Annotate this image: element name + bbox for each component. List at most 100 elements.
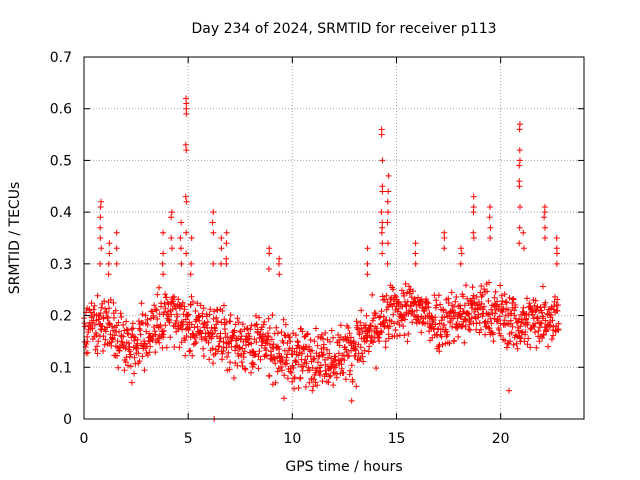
data-point <box>128 379 135 386</box>
data-point <box>256 348 263 355</box>
data-point <box>108 323 115 330</box>
data-point <box>276 271 283 278</box>
data-point <box>289 378 296 385</box>
data-point <box>367 322 374 329</box>
data-point <box>179 299 186 306</box>
data-point <box>223 255 230 262</box>
data-point <box>328 327 335 334</box>
data-point <box>168 214 175 221</box>
data-point <box>125 362 131 369</box>
data-point <box>335 350 342 357</box>
data-point <box>265 315 272 322</box>
data-point <box>247 326 254 333</box>
data-point <box>511 312 518 319</box>
data-point <box>92 346 99 353</box>
data-point <box>178 260 185 267</box>
data-point <box>135 350 142 357</box>
data-point <box>253 339 260 346</box>
data-point <box>306 343 313 350</box>
data-point <box>158 300 165 307</box>
data-point <box>485 324 492 331</box>
data-point <box>497 320 504 327</box>
data-point <box>348 362 355 369</box>
data-point <box>535 328 542 334</box>
data-point <box>182 193 189 200</box>
data-point <box>364 332 371 339</box>
data-point <box>463 317 470 324</box>
data-point <box>460 293 467 300</box>
data-point <box>390 311 397 318</box>
data-point <box>532 320 538 327</box>
data-point <box>325 354 331 361</box>
data-point <box>197 302 204 309</box>
data-point <box>356 331 363 338</box>
data-point <box>117 310 124 317</box>
data-point <box>280 316 287 323</box>
data-point <box>451 303 457 310</box>
data-point <box>398 311 405 318</box>
data-point <box>160 250 167 257</box>
data-point <box>372 310 379 317</box>
data-point <box>272 360 279 367</box>
data-point <box>418 329 425 336</box>
data-point <box>162 322 169 329</box>
data-point <box>275 260 282 267</box>
data-point <box>379 157 386 164</box>
data-point <box>336 342 343 349</box>
data-point <box>205 339 212 346</box>
data-point <box>295 352 302 359</box>
data-point <box>287 338 294 345</box>
data-point <box>462 323 469 330</box>
data-point <box>292 332 299 339</box>
data-point <box>217 335 224 342</box>
data-point <box>468 305 475 311</box>
data-point <box>491 315 498 322</box>
data-point <box>319 352 326 359</box>
data-point <box>187 271 194 278</box>
data-point <box>555 302 561 309</box>
data-point <box>299 328 306 335</box>
data-point <box>192 340 199 347</box>
data-point <box>534 315 541 322</box>
data-point <box>183 110 190 117</box>
data-point <box>210 260 217 267</box>
data-point <box>212 327 219 334</box>
data-point <box>378 209 385 216</box>
data-point <box>516 147 523 154</box>
data-point <box>144 316 151 323</box>
data-point <box>441 322 448 329</box>
data-point <box>516 224 523 231</box>
data-point <box>115 319 122 326</box>
data-point <box>343 349 350 355</box>
data-point <box>152 306 159 313</box>
data-point <box>424 320 431 327</box>
data-point <box>369 291 376 298</box>
data-point <box>385 188 392 195</box>
data-point <box>196 317 203 324</box>
data-point <box>149 308 156 315</box>
data-point <box>493 302 500 309</box>
data-point <box>125 340 132 347</box>
data-point <box>177 235 184 241</box>
y-tick-label: 0.4 <box>50 205 72 221</box>
data-point <box>304 330 311 337</box>
data-point <box>326 350 333 357</box>
data-point <box>539 309 545 316</box>
data-point <box>323 370 330 377</box>
data-point <box>269 312 276 318</box>
data-point <box>401 332 408 339</box>
data-point <box>489 331 496 338</box>
data-point <box>283 360 290 367</box>
data-points <box>81 95 562 422</box>
data-point <box>520 245 527 252</box>
data-point <box>223 260 230 267</box>
y-tick-label: 0.7 <box>50 50 72 66</box>
data-point <box>458 250 465 257</box>
data-point <box>302 383 309 390</box>
data-point <box>91 321 98 328</box>
data-point <box>469 295 476 302</box>
data-point <box>151 324 157 330</box>
data-point <box>453 294 460 300</box>
data-point <box>330 334 337 341</box>
data-point <box>179 321 186 328</box>
